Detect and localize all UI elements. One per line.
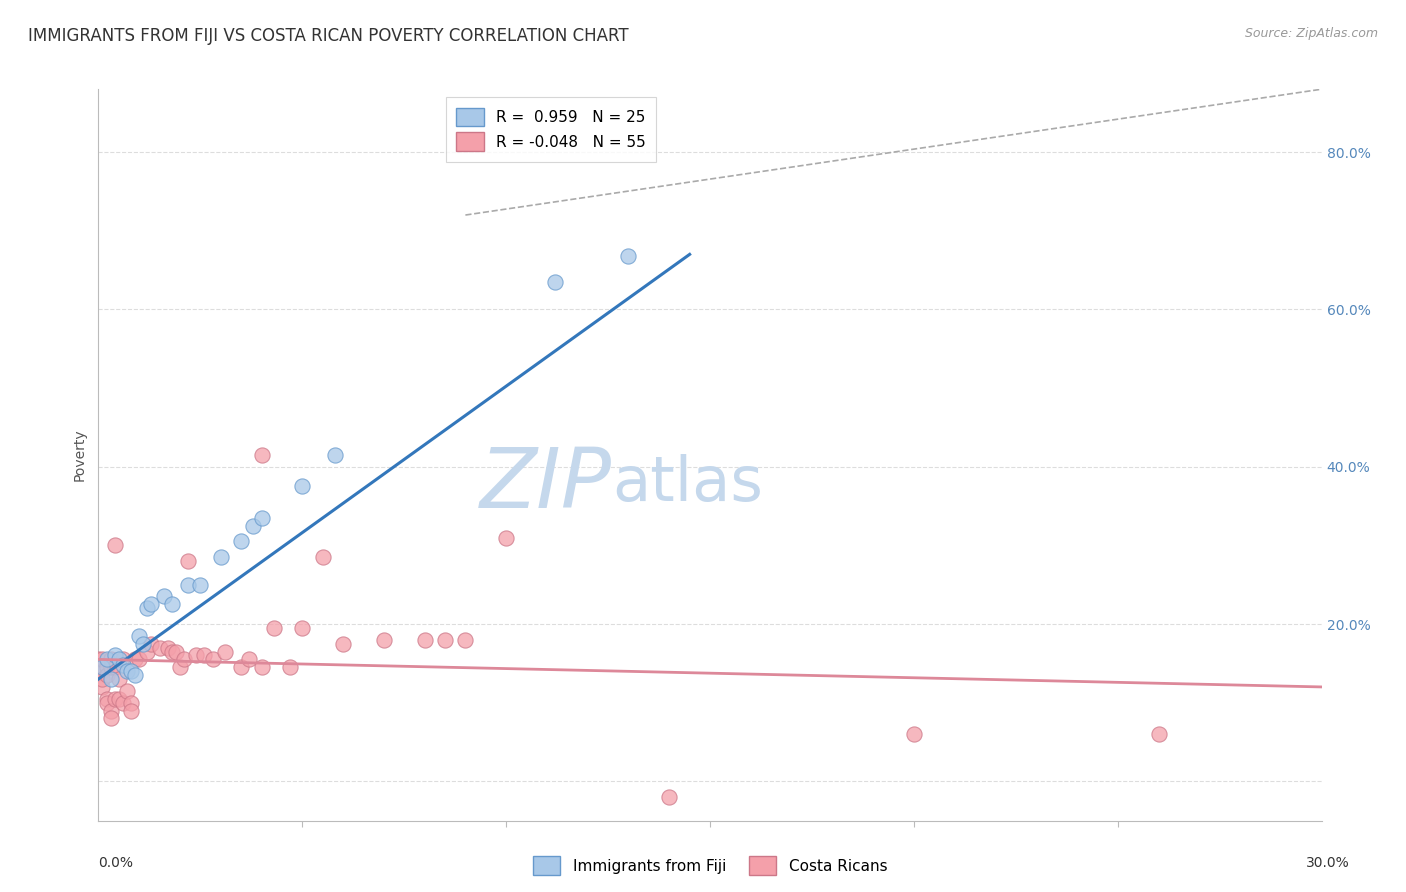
- Point: [658, 790, 681, 805]
- Point: [201, 652, 224, 666]
- Point: [434, 632, 457, 647]
- Text: atlas: atlas: [612, 454, 763, 514]
- Point: [231, 660, 253, 674]
- Point: [120, 664, 142, 678]
- Point: [104, 648, 127, 663]
- Point: [160, 644, 183, 658]
- Point: [136, 644, 159, 658]
- Point: [132, 637, 155, 651]
- Point: [250, 660, 273, 674]
- Point: [291, 621, 314, 635]
- Point: [100, 672, 122, 686]
- Point: [373, 632, 395, 647]
- Point: [108, 691, 131, 706]
- Point: [108, 672, 131, 686]
- Point: [617, 249, 640, 263]
- Point: [91, 672, 114, 686]
- Point: [291, 479, 314, 493]
- Point: [413, 632, 436, 647]
- Point: [323, 448, 346, 462]
- Point: [152, 590, 174, 604]
- Point: [96, 652, 118, 666]
- Point: [108, 652, 131, 666]
- Point: [544, 275, 567, 289]
- Point: [96, 668, 118, 682]
- Point: [149, 640, 172, 655]
- Point: [278, 660, 301, 674]
- Point: [91, 680, 114, 694]
- Point: [903, 727, 925, 741]
- Point: [177, 577, 200, 591]
- Point: [160, 598, 183, 612]
- Point: [104, 691, 127, 706]
- Point: [312, 550, 335, 565]
- Point: [124, 652, 146, 666]
- Legend: Immigrants from Fiji, Costa Ricans: Immigrants from Fiji, Costa Ricans: [526, 848, 894, 882]
- Point: [250, 511, 273, 525]
- Point: [141, 637, 163, 651]
- Point: [91, 652, 114, 666]
- Point: [186, 648, 208, 663]
- Point: [165, 644, 187, 658]
- Text: Source: ZipAtlas.com: Source: ZipAtlas.com: [1244, 27, 1378, 40]
- Point: [209, 550, 232, 565]
- Text: 0.0%: 0.0%: [98, 855, 134, 870]
- Point: [454, 632, 477, 647]
- Point: [188, 577, 212, 591]
- Text: IMMIGRANTS FROM FIJI VS COSTA RICAN POVERTY CORRELATION CHART: IMMIGRANTS FROM FIJI VS COSTA RICAN POVE…: [28, 27, 628, 45]
- Point: [115, 664, 138, 678]
- Point: [238, 652, 260, 666]
- Point: [214, 644, 236, 658]
- Point: [120, 704, 142, 718]
- Y-axis label: Poverty: Poverty: [73, 429, 87, 481]
- Point: [250, 448, 273, 462]
- Point: [111, 652, 134, 666]
- Point: [91, 664, 114, 678]
- Point: [111, 657, 134, 672]
- Point: [96, 660, 118, 674]
- Point: [1147, 727, 1170, 741]
- Point: [177, 554, 200, 568]
- Point: [242, 518, 264, 533]
- Point: [100, 704, 122, 718]
- Point: [156, 640, 179, 655]
- Point: [263, 621, 285, 635]
- Point: [332, 637, 354, 651]
- Point: [193, 648, 215, 663]
- Point: [169, 660, 191, 674]
- Point: [111, 696, 134, 710]
- Text: ZIP: ZIP: [481, 443, 612, 524]
- Point: [100, 652, 122, 666]
- Text: 30.0%: 30.0%: [1306, 855, 1350, 870]
- Point: [104, 660, 127, 674]
- Point: [173, 652, 195, 666]
- Point: [115, 684, 138, 698]
- Point: [128, 652, 150, 666]
- Point: [87, 652, 110, 666]
- Point: [120, 696, 142, 710]
- Point: [100, 711, 122, 725]
- Point: [96, 691, 118, 706]
- Point: [141, 598, 163, 612]
- Point: [136, 601, 159, 615]
- Point: [104, 538, 127, 552]
- Point: [124, 668, 146, 682]
- Point: [231, 534, 253, 549]
- Point: [91, 660, 114, 674]
- Point: [128, 629, 150, 643]
- Point: [100, 660, 122, 674]
- Point: [495, 531, 517, 545]
- Point: [96, 696, 118, 710]
